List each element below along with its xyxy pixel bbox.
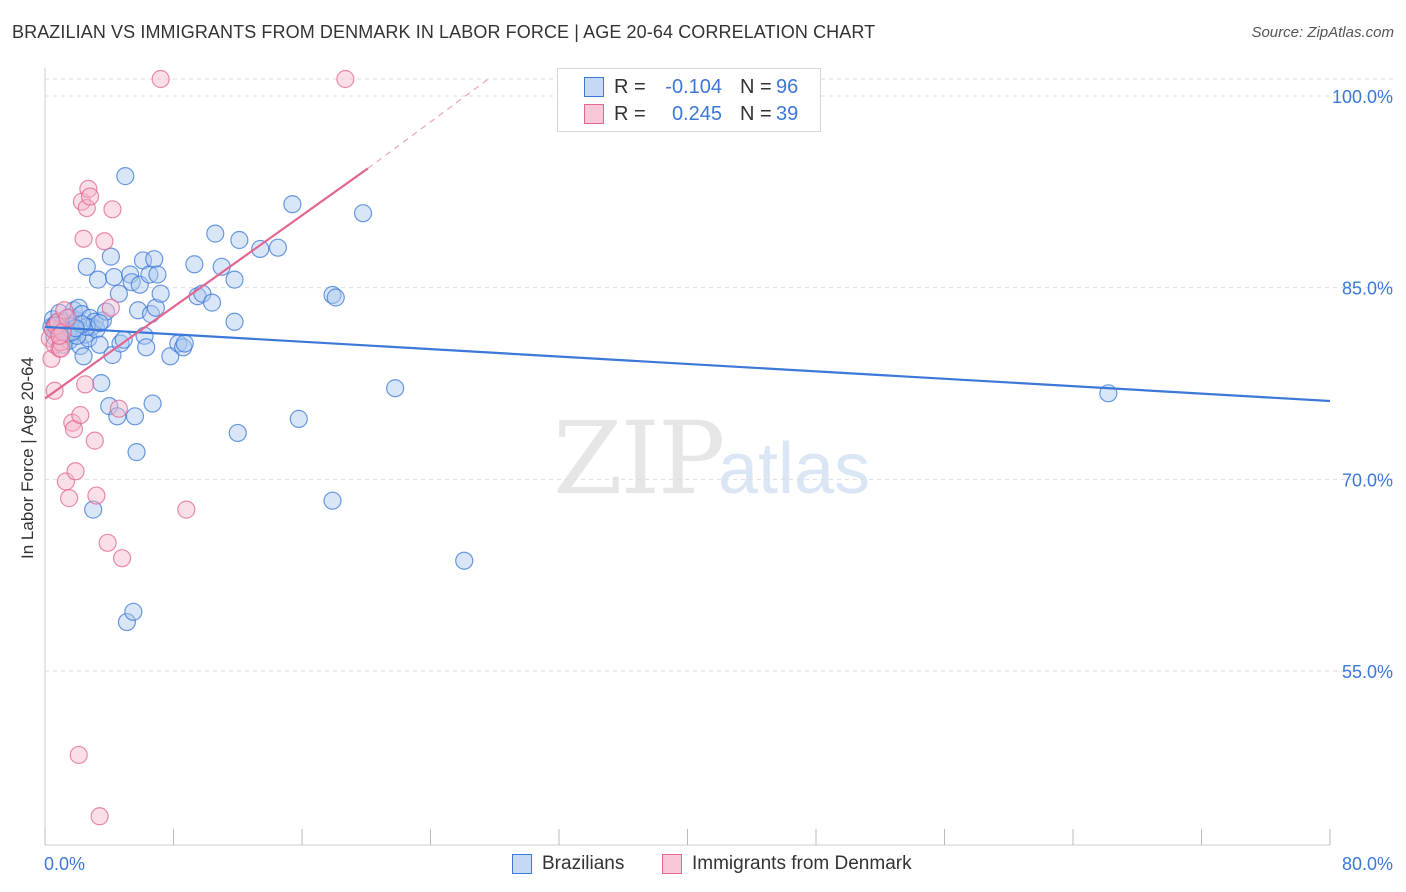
- brazilian-point: [125, 407, 145, 426]
- denmark-point: [79, 179, 98, 198]
- brazilian-point: [326, 288, 345, 307]
- brazilian-point: [455, 551, 474, 570]
- brazilian-point: [185, 255, 204, 274]
- brazilian-point: [146, 298, 165, 317]
- brazilian-point: [143, 394, 162, 413]
- denmark-trend-line: [44, 167, 369, 400]
- denmark-point: [74, 229, 93, 248]
- brazilian-point: [137, 338, 156, 357]
- legend-label-brazilians: Brazilians: [542, 853, 625, 874]
- watermark-zip: ZIP: [553, 400, 725, 517]
- x-tick-label: 80.0%: [1342, 854, 1393, 874]
- brazilian-point: [353, 204, 373, 223]
- denmark-point: [80, 187, 100, 206]
- denmark-point: [58, 308, 77, 328]
- brazilian-point: [251, 239, 270, 259]
- brazilian-point: [175, 334, 194, 353]
- y-tick-label: 100.0%: [1332, 87, 1393, 107]
- brazilian-point: [206, 224, 225, 243]
- brazilian-point: [88, 270, 108, 289]
- denmark-point: [177, 500, 196, 519]
- brazilian-point: [289, 409, 308, 428]
- brazilian-point: [268, 238, 288, 257]
- brazilian-point: [84, 500, 103, 519]
- denmark-point: [77, 198, 96, 218]
- y-tick-label: 55.0%: [1342, 662, 1393, 682]
- brazilian-point: [127, 443, 146, 462]
- legend-r-value: -0.104: [665, 75, 722, 98]
- denmark-point: [87, 486, 106, 505]
- brazilian-point: [148, 265, 167, 284]
- denmark-point: [90, 807, 109, 826]
- denmark-point: [103, 200, 122, 219]
- denmark-point: [85, 431, 104, 450]
- stats-legend: R = -0.104 N = 96 R = 0.245 N = 39: [557, 68, 821, 132]
- brazilian-point: [151, 284, 170, 303]
- brazilian-point: [74, 347, 93, 366]
- denmark-point: [76, 375, 95, 394]
- legend-swatch-pink: [662, 854, 682, 874]
- brazilian-point: [77, 257, 96, 276]
- brazilian-point: [90, 313, 109, 333]
- denmark-point: [69, 745, 88, 765]
- brazilian-point: [90, 335, 109, 354]
- denmark-point: [66, 462, 85, 481]
- denmark-point: [48, 312, 67, 331]
- denmark-point: [101, 298, 120, 317]
- chart-title: BRAZILIAN VS IMMIGRANTS FROM DENMARK IN …: [12, 22, 876, 42]
- brazilian-point: [230, 230, 249, 250]
- legend-swatch-blue: [584, 77, 604, 97]
- brazilian-point: [323, 285, 342, 305]
- brazilian-trend-line: [44, 325, 1331, 403]
- legend-n-value: 96: [776, 75, 799, 98]
- legend-n-label: N =: [740, 102, 772, 125]
- brazilian-point: [117, 612, 137, 632]
- denmark-point: [95, 232, 114, 251]
- bottom-legend-brazilians: Brazilians: [512, 852, 624, 876]
- legend-r-value: 0.245: [671, 102, 722, 125]
- legend-n-label: N =: [740, 75, 772, 98]
- x-tick-label: 0.0%: [44, 854, 85, 874]
- denmark-point: [50, 326, 69, 345]
- legend-label-denmark: Immigrants from Denmark: [692, 853, 912, 874]
- y-tick-label: 70.0%: [1342, 470, 1393, 490]
- legend-swatch-blue: [512, 854, 532, 874]
- brazilian-point: [116, 167, 135, 186]
- legend-n-value: 39: [776, 102, 799, 125]
- brazilian-point: [92, 374, 111, 393]
- legend-row-denmark: R = 0.245 N = 39: [584, 101, 798, 127]
- brazilian-point: [225, 312, 244, 331]
- denmark-point: [336, 69, 355, 89]
- brazilian-point: [145, 250, 164, 269]
- brazilian-point: [323, 491, 342, 510]
- denmark-point: [109, 399, 128, 418]
- brazilian-point: [225, 270, 244, 289]
- legend-r-label: R =: [614, 102, 646, 125]
- brazilian-point: [109, 284, 128, 303]
- legend-r-label: R =: [614, 75, 646, 98]
- legend-row-brazilians: R = -0.104 N = 96: [584, 74, 798, 100]
- brazilian-point: [104, 267, 124, 287]
- brazilian-point: [108, 407, 127, 426]
- y-tick-label: 85.0%: [1342, 279, 1393, 299]
- bottom-legend-denmark: Immigrants from Denmark: [662, 852, 912, 876]
- denmark-point: [151, 69, 170, 89]
- watermark-atlas: atlas: [718, 429, 871, 509]
- denmark-trend-extension: [367, 78, 489, 169]
- brazilian-point: [124, 602, 143, 621]
- brazilian-point: [386, 379, 405, 398]
- brazilian-point: [228, 423, 247, 443]
- denmark-point: [71, 405, 90, 425]
- denmark-point: [98, 533, 117, 552]
- source-label: Source: ZipAtlas.com: [1251, 24, 1394, 41]
- brazilian-point: [101, 247, 120, 266]
- brazilian-point: [283, 195, 302, 214]
- denmark-point: [112, 549, 132, 568]
- denmark-point: [59, 489, 79, 508]
- brazilian-point: [202, 293, 222, 312]
- legend-swatch-pink: [584, 104, 604, 124]
